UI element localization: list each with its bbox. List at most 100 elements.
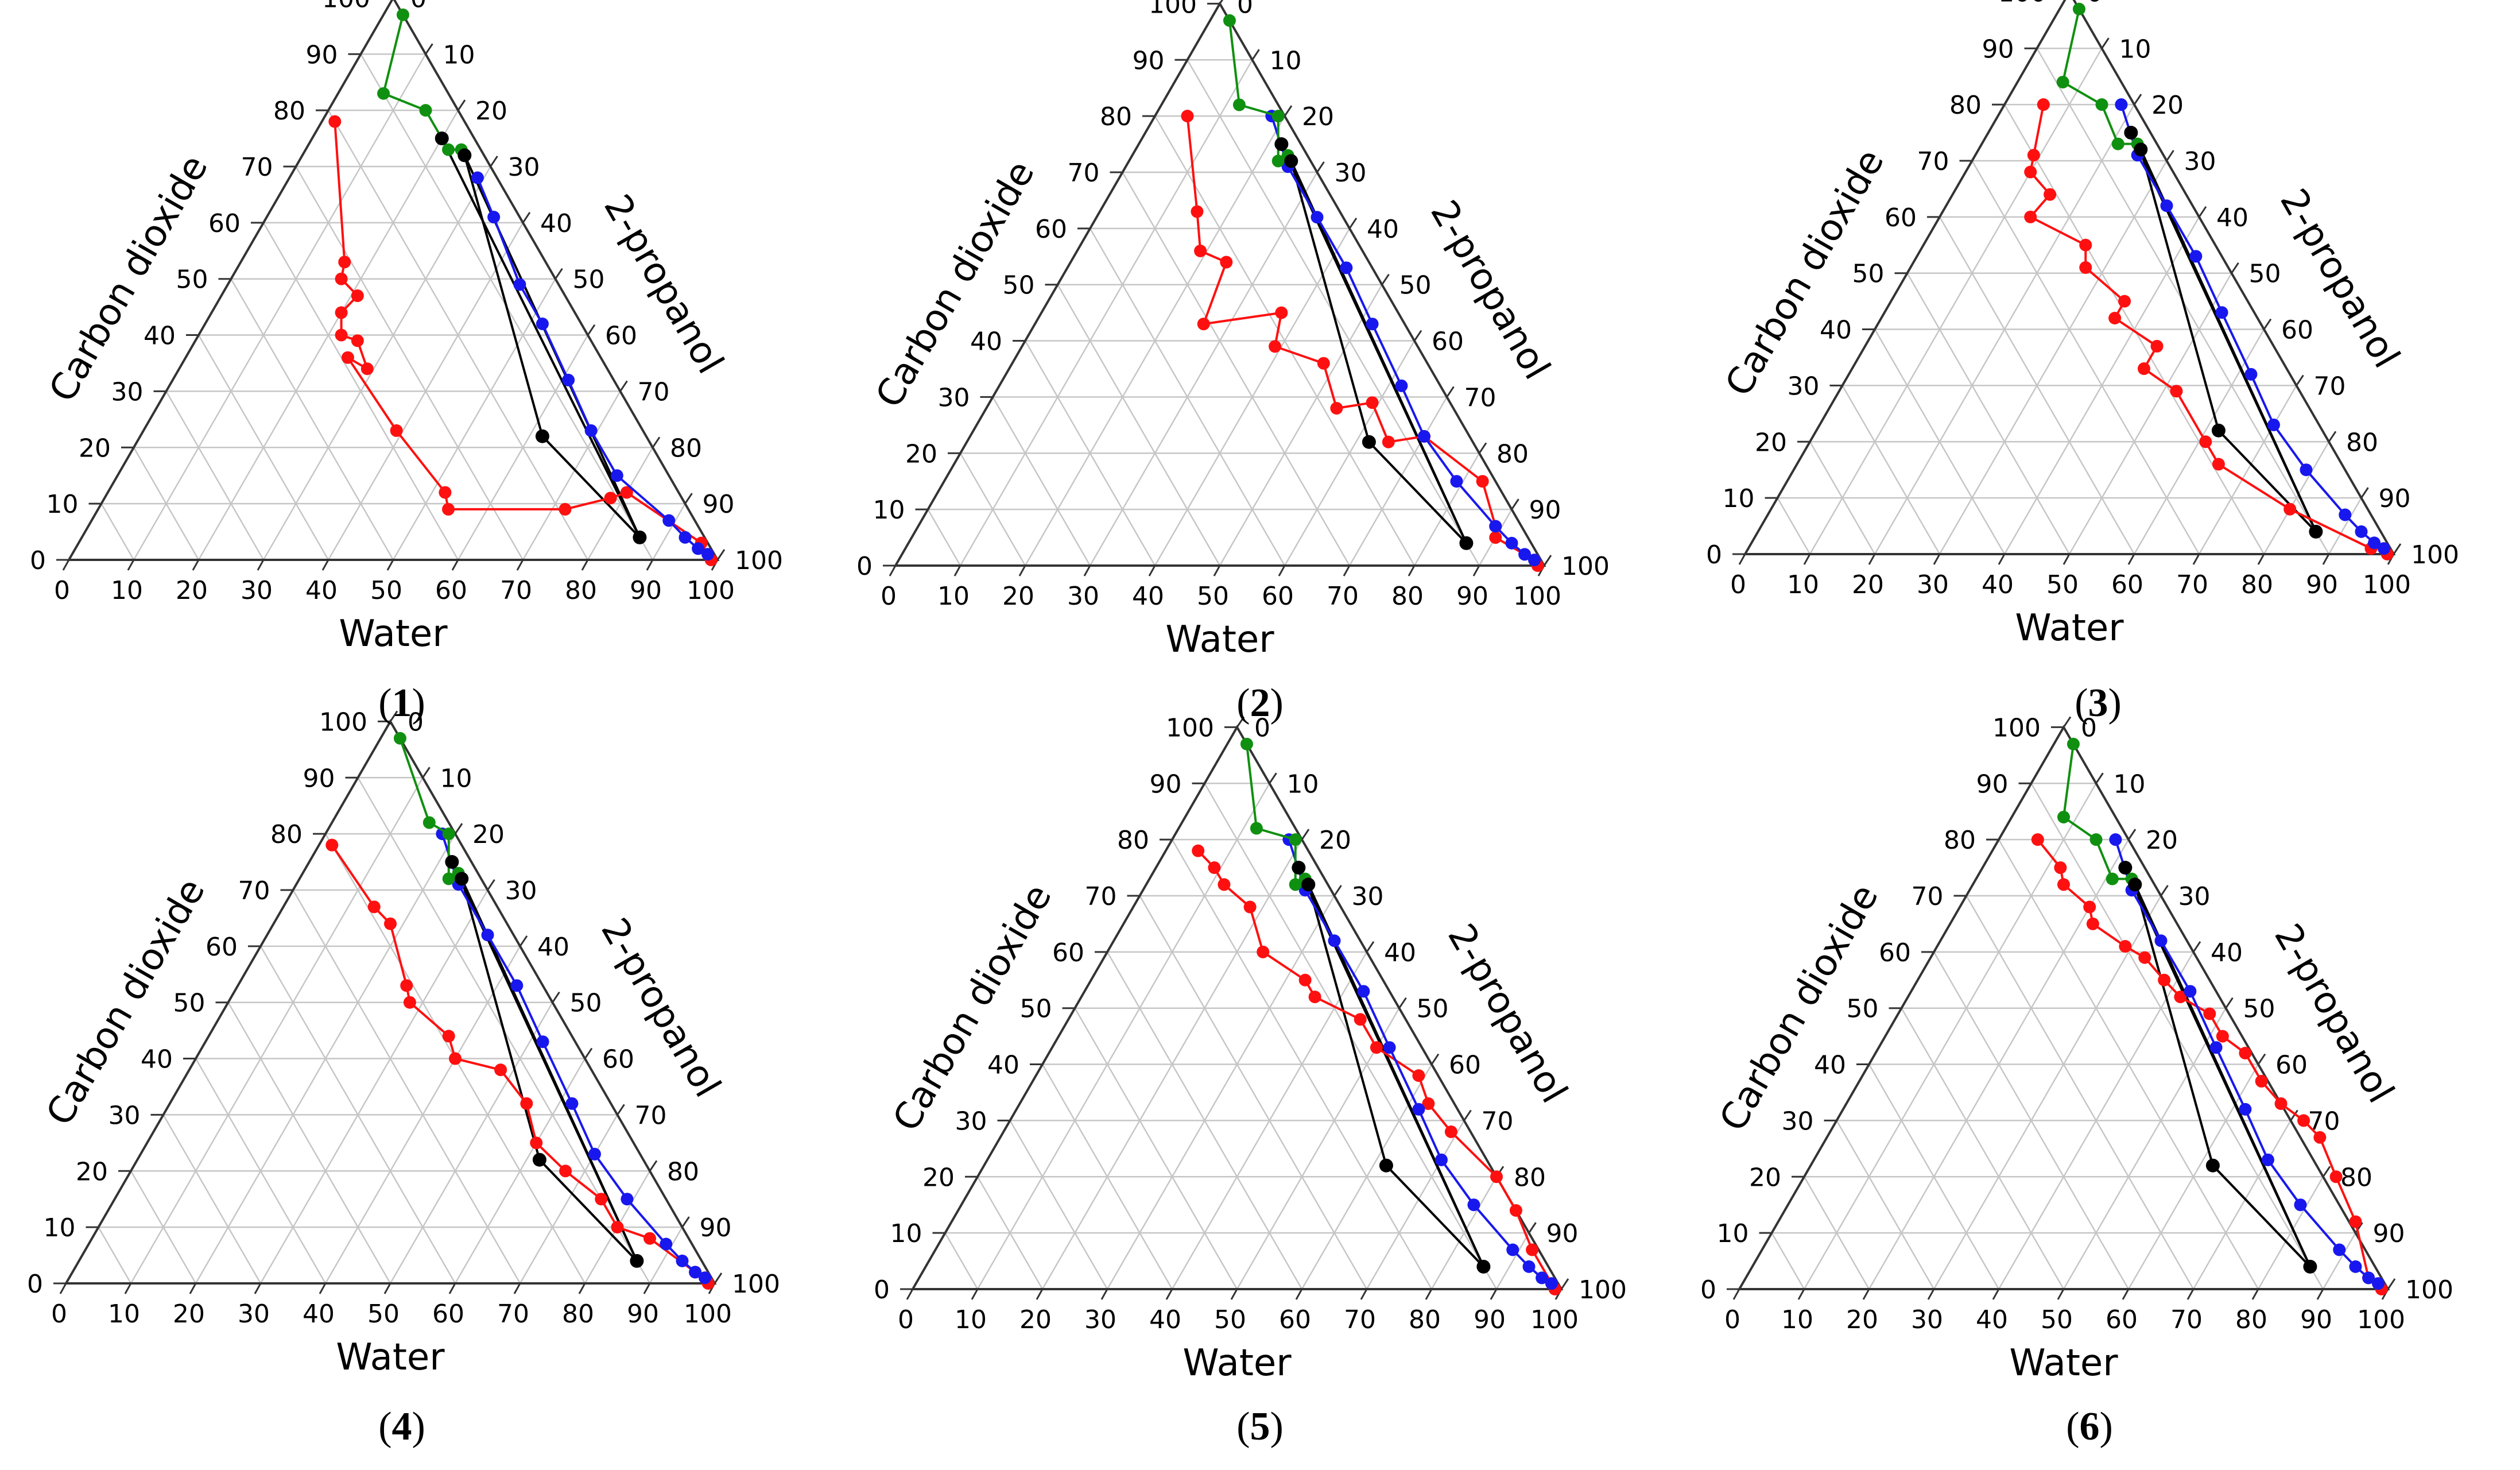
axis-label-propanol: 2-propanol	[2266, 917, 2402, 1111]
tick	[2166, 150, 2174, 161]
red-series-point	[2329, 1170, 2343, 1183]
red-series-point	[2349, 1215, 2362, 1228]
blue-series-point	[692, 542, 705, 555]
blue-series-point	[487, 211, 501, 224]
gridline	[1495, 1232, 1530, 1290]
red-series-point	[1192, 844, 1205, 857]
tick	[2387, 1278, 2396, 1290]
tick	[2393, 543, 2402, 555]
tick-label-water: 100	[1513, 582, 1561, 611]
tick-label-propanol: 70	[2314, 372, 2346, 401]
tick-label-propanol: 30	[1335, 158, 1367, 188]
tick	[2160, 885, 2169, 896]
tick-label-co2: 10	[1717, 1219, 1749, 1248]
tick-label-propanol: 60	[1449, 1051, 1481, 1080]
blue-series-point	[660, 1237, 673, 1251]
axis-label-water: Water	[2009, 1342, 2118, 1384]
tick	[1998, 554, 2006, 565]
red-series-line	[1197, 850, 1556, 1290]
gridline	[1024, 340, 1156, 566]
tick-label-co2: 0	[856, 552, 873, 581]
tick	[1478, 442, 1487, 454]
blue-series-point	[1536, 1271, 1549, 1285]
tie-line	[541, 435, 641, 539]
tick-label-co2: 40	[1814, 1051, 1846, 1080]
gridline	[98, 1227, 132, 1284]
red-series-point	[520, 1097, 533, 1110]
black-point	[2205, 1158, 2220, 1173]
tick	[383, 1283, 391, 1294]
tick-label-co2: 80	[1100, 102, 1132, 131]
red-series-point	[1382, 435, 1395, 448]
tick-label-propanol: 60	[602, 1045, 634, 1074]
tick-label-propanol: 30	[1352, 882, 1384, 911]
gridline	[327, 110, 589, 560]
red-series-point	[2118, 295, 2131, 308]
blue-series-point	[1395, 379, 1408, 392]
tick	[1732, 1289, 1740, 1300]
tick	[649, 1160, 658, 1172]
tick	[425, 43, 433, 55]
red-series-point	[2297, 1114, 2310, 1127]
tick-label-water: 60	[1279, 1305, 1311, 1334]
tick-label-water: 0	[898, 1305, 914, 1334]
axis-label-water: Water	[336, 1336, 445, 1379]
blue-series-point	[2339, 508, 2352, 521]
gridline	[2322, 1232, 2356, 1290]
tick-label-propanol: 20	[1302, 102, 1334, 131]
tie-line	[440, 138, 641, 538]
tick-label-co2: 70	[238, 876, 270, 906]
blue-series-point	[588, 1147, 601, 1160]
panel-number: 5	[1250, 1405, 1270, 1449]
green-series-point	[1240, 737, 1253, 751]
tie-line	[463, 154, 544, 437]
red-series-point	[1412, 1069, 1425, 1082]
tick	[2322, 554, 2330, 565]
tick-label-water: 20	[176, 576, 208, 605]
tick	[1862, 1289, 1870, 1300]
tick-label-propanol: 40	[1367, 215, 1399, 244]
tick	[422, 767, 431, 779]
tick-label-propanol: 70	[635, 1101, 667, 1130]
tick	[2186, 1289, 2195, 1300]
gridline	[944, 1232, 979, 1290]
gridline	[522, 390, 621, 560]
red-series-point	[400, 979, 413, 992]
tick	[1295, 1289, 1303, 1300]
tick	[1333, 885, 1342, 896]
tick-label-water: 30	[241, 576, 273, 605]
tick	[1511, 498, 1519, 510]
tick-label-water: 30	[1911, 1305, 1943, 1334]
tick-label-co2: 10	[1723, 484, 1755, 513]
tick	[1165, 1289, 1173, 1300]
red-series-point	[328, 115, 342, 128]
tick-label-propanol: 100	[2405, 1275, 2453, 1305]
tick-label-propanol: 20	[472, 820, 505, 849]
red-series-point	[403, 996, 416, 1009]
tick-label-water: 100	[2357, 1305, 2405, 1334]
gridline	[292, 889, 521, 1284]
red-series-point	[2037, 98, 2050, 111]
tick-label-co2: 90	[1133, 46, 1165, 75]
tick-label-water: 0	[1724, 1305, 1740, 1334]
black-point	[1284, 154, 1298, 168]
tick	[1213, 565, 1221, 577]
tick-label-co2: 100	[1166, 713, 1214, 742]
tick-label-co2: 0	[30, 546, 46, 575]
blue-series-point	[1545, 1277, 1558, 1290]
gridline	[1009, 1120, 1108, 1290]
blue-series-point	[2215, 306, 2228, 319]
gridline	[1841, 385, 1941, 555]
gridline	[652, 503, 686, 560]
black-point	[435, 131, 449, 146]
green-series-point	[1289, 833, 1302, 846]
red-series-point	[1194, 244, 1207, 257]
tick	[587, 324, 596, 336]
tick-label-co2: 20	[1749, 1163, 1781, 1192]
blue-series-point	[536, 317, 549, 330]
blue-series-point	[471, 171, 484, 184]
tick	[2101, 37, 2110, 49]
tick	[1425, 1289, 1433, 1300]
